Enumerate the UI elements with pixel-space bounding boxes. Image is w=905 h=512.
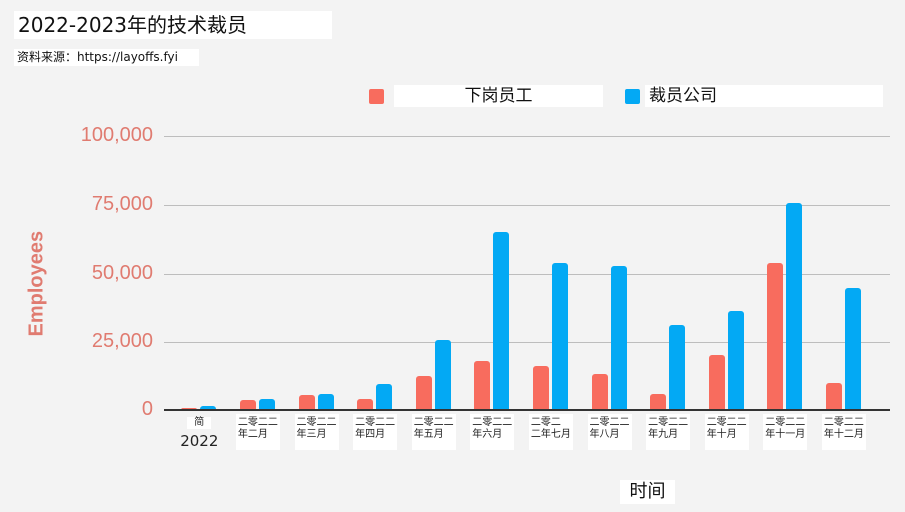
- chart-source: 资料来源：https://layoffs.fyi: [14, 49, 199, 66]
- x-tick-label: 二零二二 年十二月: [821, 414, 866, 450]
- bar-laid-off: [298, 394, 315, 410]
- bar-companies: [551, 263, 568, 410]
- bar-laid-off: [708, 355, 725, 410]
- y-tick: 75,000: [91, 193, 153, 215]
- y-tick: 100,000: [80, 124, 153, 146]
- bar-companies: [317, 393, 334, 410]
- bar-companies: [200, 405, 217, 410]
- gridline: [164, 205, 890, 206]
- y-tick: 50,000: [91, 262, 153, 284]
- bar-companies: [669, 325, 686, 410]
- y-axis-label: Employees: [25, 230, 48, 337]
- bar-laid-off: [239, 400, 256, 410]
- x-tick-label: 二零二二 年三月: [294, 414, 339, 450]
- bar-laid-off: [532, 366, 549, 410]
- bar-laid-off: [650, 393, 667, 410]
- bar-companies: [376, 383, 393, 410]
- bar-laid-off: [825, 382, 842, 410]
- legend-label-laid-off: 下岗员工: [394, 85, 603, 107]
- bar-laid-off: [767, 263, 784, 410]
- bar-laid-off: [415, 375, 432, 410]
- bar-companies: [493, 231, 510, 410]
- bar-laid-off: [357, 399, 374, 410]
- y-tick: 0: [141, 398, 153, 420]
- x-tick-label-year: 2022: [180, 432, 219, 450]
- x-tick-label: 二零二 二年七月: [528, 414, 573, 450]
- bar-companies: [844, 288, 861, 410]
- gridline: [164, 274, 890, 275]
- bar-companies: [727, 311, 744, 410]
- gridline: [164, 136, 890, 137]
- x-tick-label: 二零二二 年五月: [411, 414, 456, 450]
- bar-companies: [786, 203, 803, 410]
- x-tick-label: 二零二二 年四月: [353, 414, 398, 450]
- legend-swatch-companies: [625, 89, 640, 104]
- chart-title: 2022-2023年的技术裁员: [14, 11, 332, 39]
- bar-companies: [258, 399, 275, 410]
- x-tick-label-line: 简: [187, 417, 212, 429]
- bar-companies: [434, 340, 451, 410]
- bar-laid-off: [474, 360, 491, 410]
- x-tick-label: 二零二二 年十一月: [763, 414, 808, 450]
- y-tick: 25,000: [91, 330, 153, 352]
- x-axis-line: [164, 409, 890, 411]
- x-axis-title: 时间: [620, 480, 675, 504]
- bar-companies: [610, 266, 627, 410]
- x-tick-label: 二零二二 年六月: [470, 414, 515, 450]
- x-tick-label: 二零二二 年八月: [587, 414, 632, 450]
- legend-swatch-laid-off: [369, 89, 384, 104]
- gridline: [164, 342, 890, 343]
- x-tick-label: 二零二二 年十月: [704, 414, 749, 450]
- bar-laid-off: [591, 374, 608, 410]
- legend-label-companies: 裁员公司: [645, 85, 883, 107]
- x-tick-label: 简 2022: [177, 414, 221, 450]
- x-tick-label: 二零二二 年九月: [646, 414, 691, 450]
- x-tick-label: 二零二二 年二月: [235, 414, 280, 450]
